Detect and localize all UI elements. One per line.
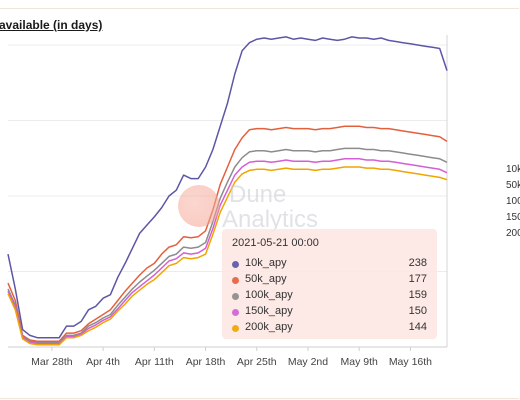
tooltip-row: 10k_apy 238 <box>232 257 427 273</box>
series-color-dot <box>232 277 239 284</box>
x-tick-label: May 9th <box>341 356 379 368</box>
series-line-150k_apy <box>7 158 448 345</box>
tooltip: 2021-05-21 00:00 10k_apy 238 50k_apy 177… <box>222 229 437 339</box>
series-color-dot <box>232 309 239 316</box>
tooltip-row: 100k_apy 159 <box>232 289 427 305</box>
tooltip-row: 50k_apy 177 <box>232 273 427 289</box>
x-tick-label: Mar 28th <box>31 356 73 368</box>
x-tick-label: Apr 4th <box>86 356 120 368</box>
legend-item[interactable]: 200k <box>506 228 520 239</box>
tooltip-series-name: 100k_apy <box>245 289 293 301</box>
x-tick-label: Apr 18th <box>186 356 226 368</box>
series-line-100k_apy <box>7 147 448 344</box>
watermark-line2: Analytics <box>222 206 319 233</box>
x-tick-label: Apr 11th <box>135 356 174 368</box>
tooltip-series-value: 238 <box>408 257 427 269</box>
series-color-dot <box>232 261 239 268</box>
tooltip-date: 2021-05-21 00:00 <box>232 237 319 249</box>
tooltip-row: 200k_apy 144 <box>232 321 427 337</box>
legend-item[interactable]: 50k <box>506 180 520 191</box>
series-line-50k_apy <box>7 125 448 342</box>
series-line-10k_apy <box>7 36 448 339</box>
chart-card <box>0 8 519 399</box>
dune-logo-icon <box>178 185 220 227</box>
tooltip-series-name: 200k_apy <box>245 321 293 333</box>
chart-title[interactable]: available (in days) <box>0 18 103 32</box>
legend-item[interactable]: 100k <box>506 196 520 207</box>
legend-right: 10k 50k 100k 150k 200k <box>506 162 520 242</box>
tooltip-series-value: 150 <box>408 305 427 317</box>
tooltip-series-name: 150k_apy <box>245 305 293 317</box>
legend-item[interactable]: 150k <box>506 212 520 223</box>
x-tick-label: Apr 25th <box>237 356 277 368</box>
tooltip-series-name: 10k_apy <box>245 257 287 269</box>
x-tick-label: May 2nd <box>288 356 328 368</box>
tooltip-series-value: 159 <box>408 289 427 301</box>
tooltip-row: 150k_apy 150 <box>232 305 427 321</box>
series-color-dot <box>232 293 239 300</box>
series-line-200k_apy <box>7 166 448 346</box>
x-tick-label: May 16th <box>389 356 432 368</box>
tooltip-series-name: 50k_apy <box>245 273 287 285</box>
tooltip-series-value: 144 <box>408 321 427 333</box>
tooltip-series-value: 177 <box>408 273 427 285</box>
legend-item[interactable]: 10k <box>506 164 520 175</box>
watermark-line1: Dune <box>229 181 287 208</box>
series-color-dot <box>232 325 239 332</box>
